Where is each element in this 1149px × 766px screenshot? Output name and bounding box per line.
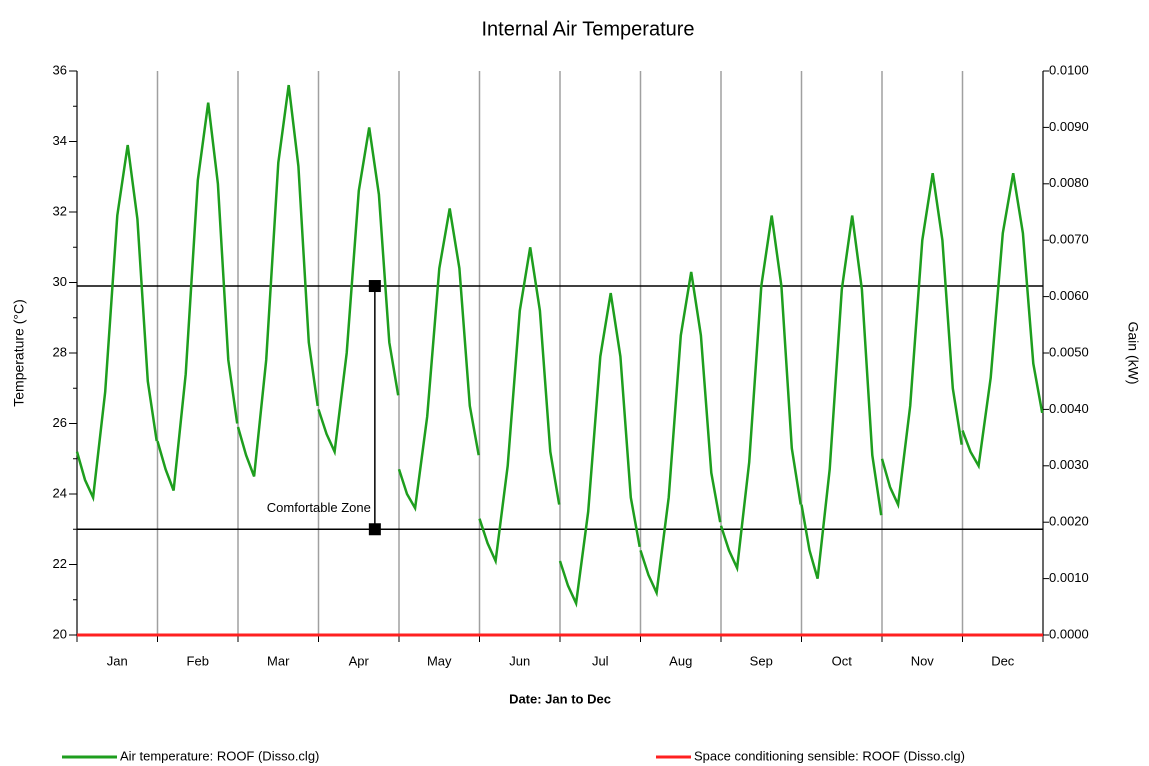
x-axis-title: Date: Jan to Dec xyxy=(509,691,611,706)
y-tick-label: 28 xyxy=(53,344,67,359)
x-tick-label: Oct xyxy=(832,653,853,668)
y2-tick-label: 0.0090 xyxy=(1049,119,1089,134)
y2-tick-label: 0.0050 xyxy=(1049,344,1089,359)
annotation-label: Comfortable Zone xyxy=(267,500,371,515)
y2-tick-label: 0.0070 xyxy=(1049,232,1089,247)
x-tick-label: Dec xyxy=(991,653,1015,668)
y2-tick-label: 0.0010 xyxy=(1049,570,1089,585)
y-tick-label: 22 xyxy=(53,556,67,571)
x-tick-label: Apr xyxy=(349,653,370,668)
x-tick-label: Jan xyxy=(107,653,128,668)
legend-label: Air temperature: ROOF (Disso.clg) xyxy=(120,748,319,763)
legend-label: Space conditioning sensible: ROOF (Disso… xyxy=(694,748,965,763)
y2-tick-label: 0.0040 xyxy=(1049,401,1089,416)
x-tick-label: Jun xyxy=(509,653,530,668)
y2-tick-label: 0.0030 xyxy=(1049,457,1089,472)
chart-title: Internal Air Temperature xyxy=(481,18,694,40)
comfort-marker xyxy=(368,280,381,293)
y-tick-label: 30 xyxy=(53,274,67,289)
comfort-marker xyxy=(368,523,381,536)
y-tick-label: 20 xyxy=(53,626,67,641)
x-tick-label: Mar xyxy=(267,653,290,668)
y2-tick-label: 0.0020 xyxy=(1049,514,1089,529)
x-tick-label: Feb xyxy=(187,653,209,668)
x-tick-label: Aug xyxy=(669,653,692,668)
y-tick-label: 26 xyxy=(53,415,67,430)
x-tick-label: Jul xyxy=(592,653,609,668)
x-tick-label: Nov xyxy=(911,653,935,668)
y2-tick-label: 0.0060 xyxy=(1049,288,1089,303)
y-tick-label: 36 xyxy=(53,62,67,77)
x-tick-label: Sep xyxy=(750,653,773,668)
y2-tick-label: 0.0100 xyxy=(1049,62,1089,77)
y-tick-label: 32 xyxy=(53,203,67,218)
data-line xyxy=(75,84,1044,608)
y-axis-title: Temperature (°C) xyxy=(11,299,27,407)
y2-tick-label: 0.0000 xyxy=(1049,626,1089,641)
y-tick-label: 34 xyxy=(53,133,67,148)
y2-tick-label: 0.0080 xyxy=(1049,175,1089,190)
x-tick-label: May xyxy=(427,653,452,668)
y-tick-label: 24 xyxy=(53,485,67,500)
y2-axis-title: Gain (kW) xyxy=(1125,322,1141,385)
